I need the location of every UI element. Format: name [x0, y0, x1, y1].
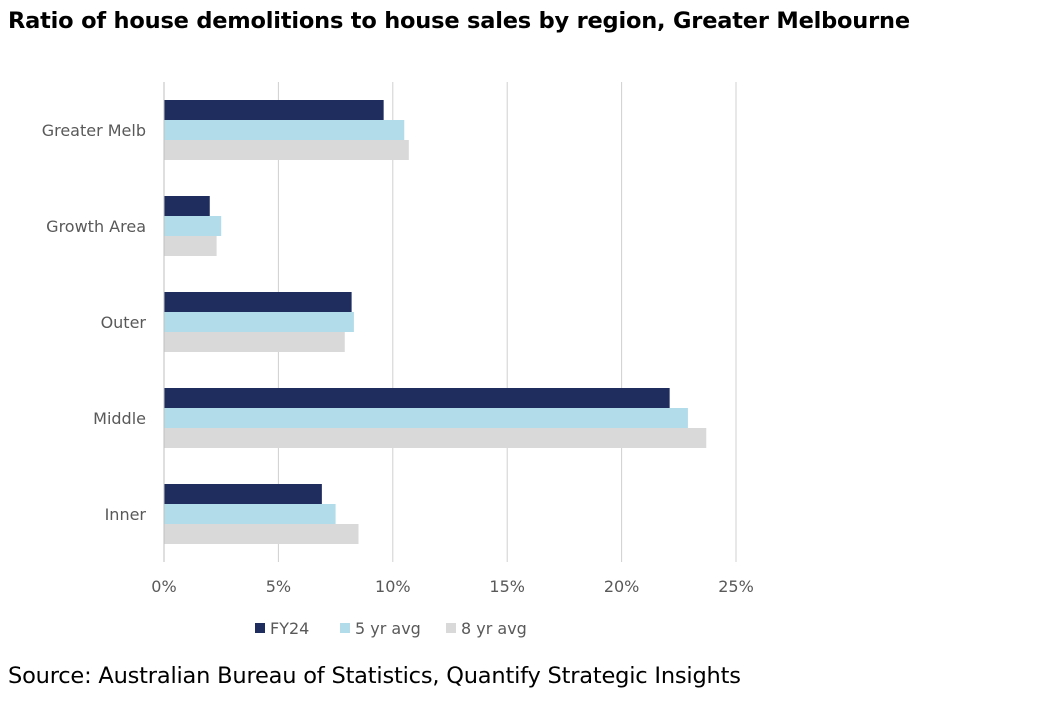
category-label: Outer — [101, 313, 147, 332]
bar — [164, 408, 688, 428]
bar — [164, 428, 707, 448]
bar — [164, 332, 345, 352]
source-note: Source: Australian Bureau of Statistics,… — [8, 663, 741, 689]
x-tick-label: 5% — [266, 577, 291, 596]
bar — [164, 100, 384, 120]
bar — [164, 236, 217, 256]
category-label: Inner — [105, 505, 147, 524]
category-labels: Greater Melb Growth Area Outer Middle Inner — [42, 121, 147, 524]
legend-label: FY24 — [270, 619, 309, 638]
x-tick-label: 0% — [151, 577, 176, 596]
legend-swatch — [340, 623, 350, 633]
tick-labels: 0% 5% 10% 15% 20% 25% — [151, 577, 753, 596]
category-label: Middle — [93, 409, 146, 428]
category-label: Greater Melb — [42, 121, 146, 140]
bar — [164, 120, 405, 140]
legend-swatch — [446, 623, 456, 633]
bar — [164, 292, 352, 312]
bar — [164, 388, 670, 408]
legend-label: 8 yr avg — [461, 619, 527, 638]
bar — [164, 484, 322, 504]
bar — [164, 312, 354, 332]
category-label: Growth Area — [46, 217, 146, 236]
bar — [164, 524, 359, 544]
x-tick-label: 25% — [718, 577, 754, 596]
legend-swatch — [255, 623, 265, 633]
bar — [164, 216, 222, 236]
legend-label: 5 yr avg — [355, 619, 421, 638]
bar — [164, 196, 210, 216]
x-tick-label: 15% — [489, 577, 525, 596]
bar — [164, 504, 336, 524]
gridlines — [277, 82, 737, 562]
bars — [164, 100, 707, 544]
chart-title: Ratio of house demolitions to house sale… — [8, 8, 910, 34]
legend: FY24 5 yr avg 8 yr avg — [255, 619, 527, 638]
bar — [164, 140, 409, 160]
x-tick-label: 20% — [604, 577, 640, 596]
x-tick-label: 10% — [375, 577, 411, 596]
